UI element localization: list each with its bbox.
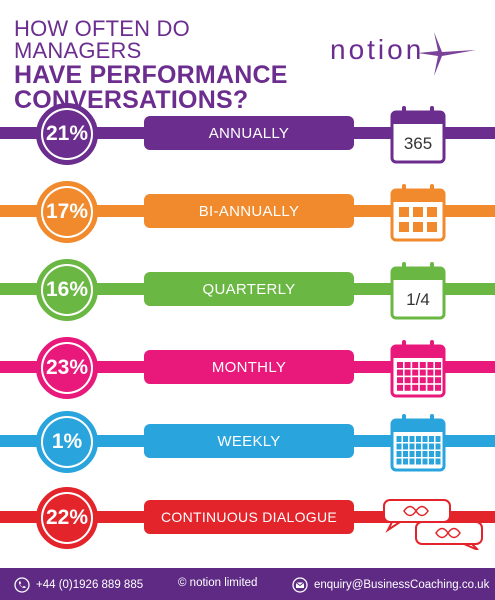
- calendar-cell: [403, 436, 408, 442]
- calendar-cell: [427, 377, 434, 384]
- page-title: HOW OFTEN DO MANAGERS HAVE PERFORMANCE C…: [14, 16, 314, 114]
- calendar-cell: [397, 369, 403, 376]
- calendar-cell: [427, 369, 434, 376]
- title-line-2: HAVE PERFORMANCE: [14, 60, 288, 89]
- calendar-cell: [435, 377, 441, 384]
- calendar-cell: [396, 451, 402, 457]
- calendar-cell: [435, 362, 441, 368]
- calendar-cell: [404, 362, 411, 368]
- footer-bar: +44 (0)1926 889 885 © notion limited enq…: [0, 568, 495, 600]
- row-quarterly: 16% QUARTERLY 1/4: [0, 258, 495, 322]
- calendar-cell: [403, 443, 408, 450]
- calendar-cell: [412, 384, 419, 391]
- logo-text: notion: [330, 34, 425, 65]
- calendar-week-icon: [388, 410, 448, 474]
- percent-value: 16%: [45, 278, 89, 301]
- calendar-text: 1/4: [406, 290, 430, 309]
- calendar-cell: [435, 436, 441, 442]
- row-continuous: 22% CONTINUOUS DIALOGUE: [0, 486, 495, 551]
- footer-phone: +44 (0)1926 889 885: [14, 577, 143, 593]
- calendar-cell: [429, 443, 434, 450]
- calendar-cell: [412, 369, 419, 376]
- calendar-cell: [409, 436, 415, 442]
- calendar-cell: [416, 443, 421, 450]
- percent-circle: 1%: [36, 411, 98, 473]
- calendar-cell: [403, 451, 408, 457]
- phone-number: +44 (0)1926 889 885: [36, 579, 144, 591]
- calendar-month-icon: [388, 336, 448, 400]
- calendar-cell: [412, 377, 419, 384]
- percent-circle: 16%: [36, 259, 98, 321]
- calendar-cell: [435, 369, 441, 376]
- calendar-cell: [396, 443, 402, 450]
- calendar-cell: [419, 384, 426, 391]
- percent-value: 17%: [45, 200, 89, 223]
- copyright-text: © notion limited: [178, 577, 258, 589]
- percent-value: 22%: [45, 506, 89, 529]
- row-monthly: 23% MONTHLY: [0, 336, 495, 400]
- calendar-cell: [403, 458, 408, 465]
- percent-circle: 23%: [36, 337, 98, 399]
- percent-value: 1%: [51, 430, 83, 453]
- percent-value: 21%: [45, 122, 89, 145]
- calendar-cell: [422, 443, 428, 450]
- calendar-cell: [409, 443, 415, 450]
- percent-circle: 22%: [36, 487, 98, 549]
- calendar-grid-icon: [388, 180, 448, 244]
- calendar-cell: [429, 436, 434, 442]
- calendar-cell: [422, 436, 428, 442]
- calendar-365-icon: 365: [388, 102, 448, 166]
- calendar-cell: [419, 362, 426, 368]
- calendar-cell: [422, 458, 428, 465]
- calendar-cell: [412, 362, 419, 368]
- frequency-label: CONTINUOUS DIALOGUE: [144, 500, 354, 534]
- frequency-label: WEEKLY: [144, 424, 354, 458]
- percent-circle: 17%: [36, 181, 98, 243]
- notion-logo: notion: [330, 26, 480, 78]
- row-bi-annually: 17% BI-ANNUALLY: [0, 180, 495, 244]
- footer-email: enquiry@BusinessCoaching.co.uk: [292, 577, 489, 593]
- footer-copyright: © notion limited: [178, 577, 257, 589]
- percent-value: 23%: [45, 356, 89, 379]
- calendar-cell: [435, 458, 441, 465]
- calendar-cell: [435, 443, 441, 450]
- frequency-label: QUARTERLY: [144, 272, 354, 306]
- frequency-label: ANNUALLY: [144, 116, 354, 150]
- email-address: enquiry@BusinessCoaching.co.uk: [314, 579, 490, 591]
- calendar-text: 365: [403, 134, 433, 153]
- calendar-cell: [422, 451, 428, 457]
- calendar-cell: [429, 451, 434, 457]
- calendar-cell: [416, 451, 421, 457]
- calendar-cell: [419, 377, 426, 384]
- calendar-cell: [397, 377, 403, 384]
- calendar-cell: [397, 384, 403, 391]
- frequency-label: BI-ANNUALLY: [144, 194, 354, 228]
- calendar-cell: [409, 451, 415, 457]
- row-annually: 21% ANNUALLY 365: [0, 102, 495, 166]
- calendar-cell: [427, 384, 434, 391]
- phone-icon: [14, 577, 30, 593]
- calendar-cell: [435, 451, 441, 457]
- calendar-cell: [435, 384, 441, 391]
- calendar-cell: [404, 369, 411, 376]
- title-line-1: HOW OFTEN DO MANAGERS: [14, 16, 190, 64]
- calendar-cell: [416, 436, 421, 442]
- calendar-cell: [396, 458, 402, 465]
- email-icon: [292, 577, 308, 593]
- calendar-cell: [427, 362, 434, 368]
- star-flare-icon: [418, 32, 476, 76]
- calendar-cell: [416, 458, 421, 465]
- frequency-label: MONTHLY: [144, 350, 354, 384]
- calendar-cell: [404, 377, 411, 384]
- calendar-cell: [419, 369, 426, 376]
- speech-bubbles-icon: [378, 486, 488, 551]
- percent-circle: 21%: [36, 103, 98, 165]
- calendar-cell: [429, 458, 434, 465]
- calendar-quarter-icon: 1/4: [388, 258, 448, 322]
- calendar-cell: [404, 384, 411, 391]
- calendar-cell: [397, 362, 403, 368]
- calendar-cell: [409, 458, 415, 465]
- calendar-cell: [396, 436, 402, 442]
- row-weekly: 1% WEEKLY: [0, 410, 495, 474]
